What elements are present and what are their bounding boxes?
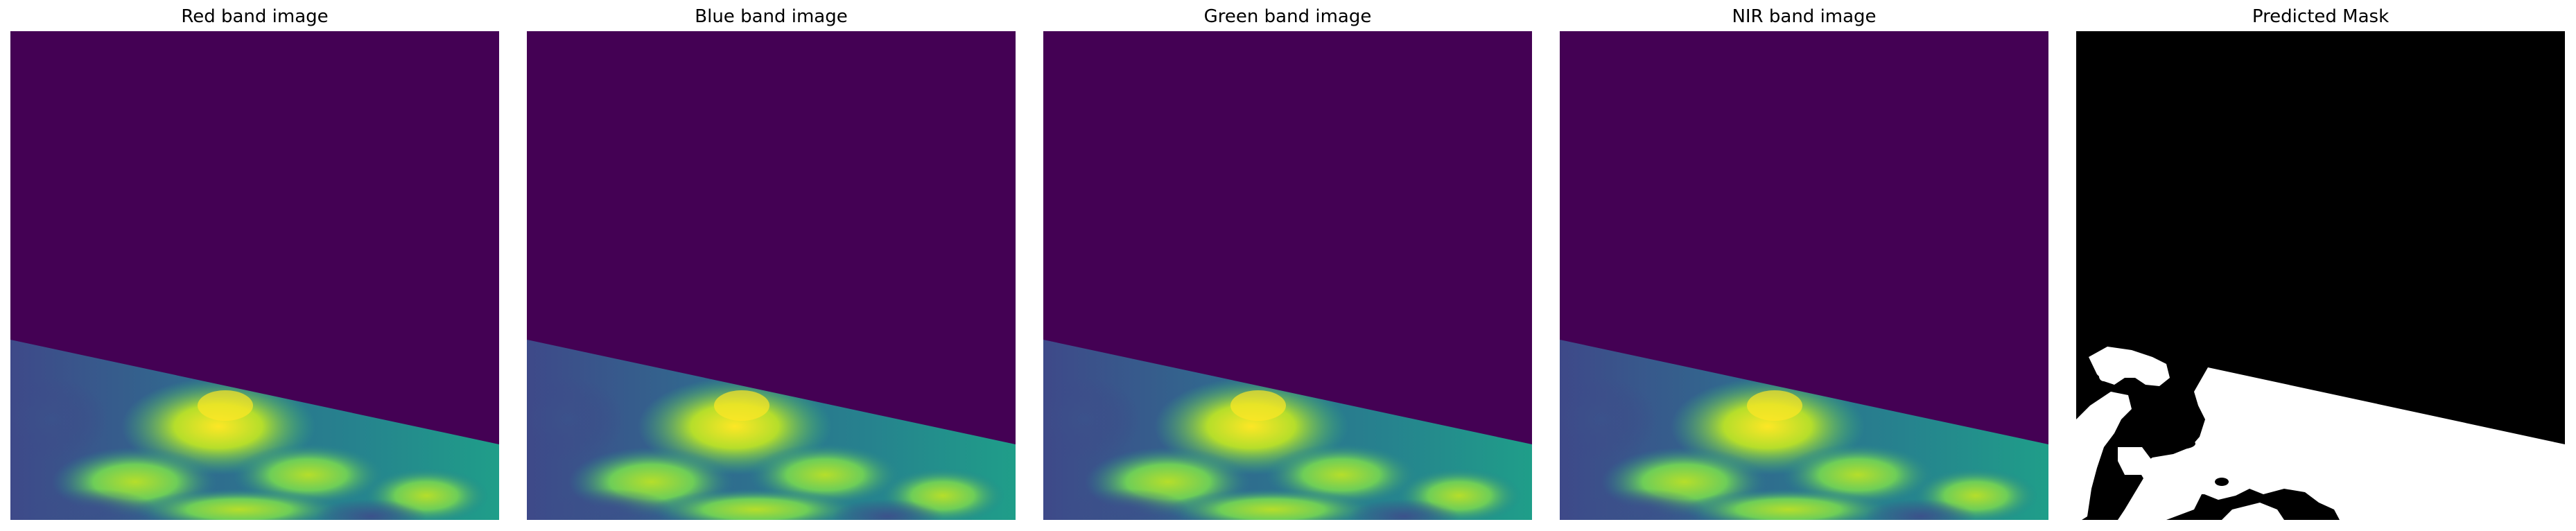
panel-title: Green band image [1203,6,1372,27]
panel-green-band: Green band image [1043,0,1532,531]
panel-title: Blue band image [695,6,848,27]
panel-title: Predicted Mask [2252,6,2390,27]
panel-title: Red band image [181,6,329,27]
panel-nir-band: NIR band image [1560,0,2048,531]
green-band-image [1043,31,1532,520]
red-band-image [10,31,499,520]
panel-blue-band: Blue band image [527,0,1016,531]
panel-predicted-mask: Predicted Mask [2076,0,2565,531]
predicted-mask-image [2076,31,2565,520]
panel-title: NIR band image [1732,6,1877,27]
panel-red-band: Red band image [10,0,499,531]
nir-band-image [1560,31,2048,520]
blue-band-image [527,31,1016,520]
